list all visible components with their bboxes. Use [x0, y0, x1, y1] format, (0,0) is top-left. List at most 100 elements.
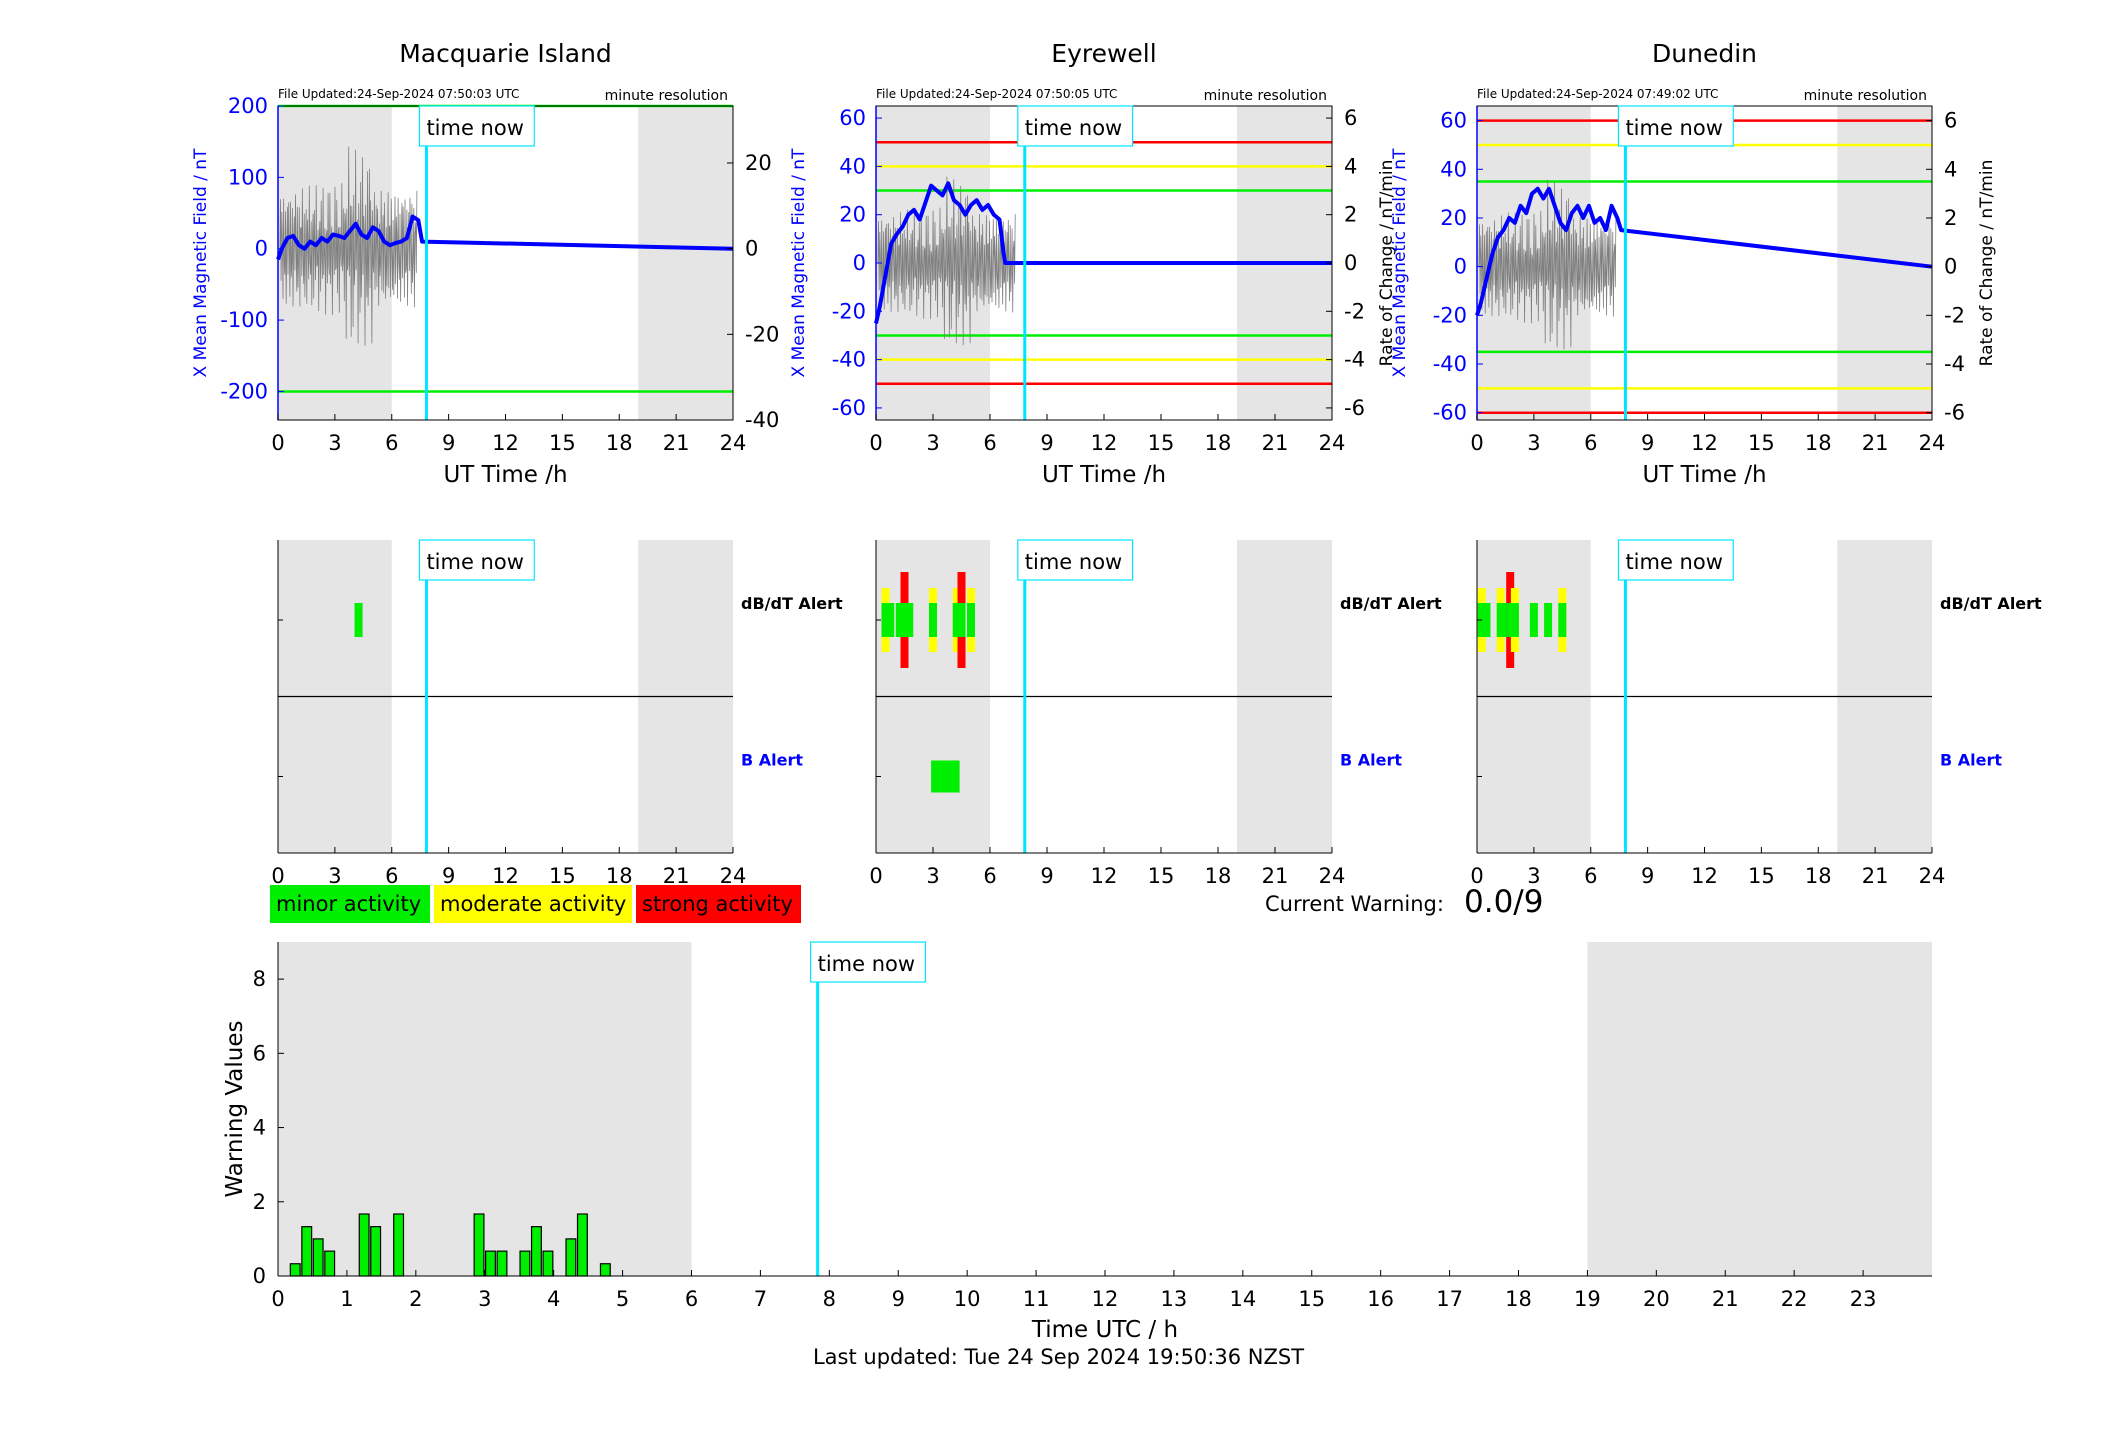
- y2-tick-label: -6: [1944, 401, 1965, 425]
- y-tick-label: 0: [255, 237, 268, 261]
- time-now-label: time now: [1025, 116, 1122, 140]
- y2-tick-label: 0: [1944, 255, 1957, 279]
- dbdt-alert-core: [1558, 603, 1567, 637]
- y2-tick-label: -2: [1344, 299, 1365, 323]
- y-tick-label: 6: [253, 1041, 266, 1065]
- x-tick-label: 15: [1298, 1287, 1325, 1311]
- b-alert-label: B Alert: [741, 751, 803, 770]
- x-tick-label: 6: [385, 864, 398, 888]
- y2-tick-label: -6: [1344, 396, 1365, 420]
- warning-bar: [484, 1250, 496, 1277]
- x-tick-label: 12: [1092, 1287, 1119, 1311]
- x-axis-label: UT Time /h: [443, 462, 567, 488]
- time-now-label: time now: [1025, 550, 1122, 574]
- x-tick-label: 20: [1643, 1287, 1670, 1311]
- y2-tick-label: 2: [1944, 206, 1957, 230]
- dbdt-alert-core: [895, 603, 904, 637]
- warning-bar: [370, 1226, 382, 1277]
- y2-tick-label: 0: [1344, 251, 1357, 275]
- field-chart-3: 0 3 6 9 12 15 18 21 24-60-40-200204060-6-4-20246…: [1390, 39, 1997, 488]
- x-tick-label: 21: [1712, 1287, 1739, 1311]
- dbdt-alert-core: [1482, 603, 1491, 637]
- dbdt-alert-core: [1544, 603, 1553, 637]
- y2-axis-label: Rate of Change / nT/min: [1377, 160, 1397, 367]
- x-tick-label: 16: [1367, 1287, 1394, 1311]
- x-tick-label: 24: [720, 431, 747, 455]
- time-now-label: time now: [818, 952, 915, 976]
- chart-title: Dunedin: [1652, 39, 1757, 68]
- x-tick-label: 9: [442, 864, 455, 888]
- x-tick-label: 15: [1148, 431, 1175, 455]
- file-updated-label: File Updated:24-Sep-2024 07:50:05 UTC: [876, 87, 1117, 101]
- current-warning-value: 0.0/9: [1464, 884, 1544, 920]
- warning-bar: [530, 1226, 542, 1277]
- legend-strong: strong activity: [636, 885, 801, 923]
- warning-bar: [358, 1213, 370, 1277]
- x-tick-label: 12: [1091, 431, 1118, 455]
- y-axis-label: X Mean Magnetic Field / nT: [191, 148, 211, 378]
- x-tick-label: 9: [1641, 431, 1654, 455]
- x-tick-label: 0: [271, 864, 284, 888]
- x-tick-label: 5: [616, 1287, 629, 1311]
- y-tick-label: 20: [1440, 206, 1467, 230]
- time-now-box: [810, 941, 927, 983]
- y-tick-label: 40: [839, 154, 866, 178]
- y-tick-label: -60: [1433, 401, 1467, 425]
- legend-moderate: moderate activity: [434, 885, 632, 923]
- y-tick-label: 4: [253, 1116, 266, 1140]
- dbdt-alert-label: dB/dT Alert: [1340, 594, 1442, 613]
- y2-tick-label: 6: [1944, 109, 1957, 133]
- x-tick-label: 19: [1574, 1287, 1601, 1311]
- warning-bar: [542, 1250, 554, 1277]
- time-now-label: time now: [426, 550, 523, 574]
- dbdt-alert-core: [354, 603, 363, 637]
- alert-panel-3: 0 3 6 9 12 15 18 21 24 dB/dT Alert B Alert: [1470, 540, 2042, 888]
- x-tick-label: 3: [926, 864, 939, 888]
- y2-tick-label: 20: [745, 151, 772, 175]
- night-shading: [1587, 942, 1932, 1276]
- x-tick-label: 17: [1436, 1287, 1463, 1311]
- x-tick-label: 12: [492, 431, 519, 455]
- x-tick-label: 13: [1161, 1287, 1188, 1311]
- y-tick-label: 20: [839, 203, 866, 227]
- time-now-label: time now: [1625, 116, 1722, 140]
- warning-bar: [496, 1250, 508, 1277]
- x-tick-label: 6: [385, 431, 398, 455]
- x-tick-label: 0: [869, 864, 882, 888]
- y-axis-label: X Mean Magnetic Field / nT: [1390, 148, 1410, 378]
- x-tick-label: 9: [1641, 864, 1654, 888]
- chart-title: Macquarie Island: [399, 39, 612, 68]
- field-series-line: [874, 181, 1332, 324]
- y-tick-label: 2: [253, 1190, 266, 1214]
- x-tick-label: 18: [606, 431, 633, 455]
- x-tick-label: 24: [1919, 864, 1946, 888]
- warning-bar: [565, 1238, 577, 1277]
- y-tick-label: 8: [253, 967, 266, 991]
- chart-title: Eyrewell: [1051, 39, 1156, 68]
- current-warning-label: Current Warning:: [1265, 892, 1444, 916]
- x-tick-label: 6: [1584, 431, 1597, 455]
- alert-panel-1: 0 3 6 9 12 15 18 21 24 dB/dT Alert B Alert: [271, 540, 843, 888]
- dbdt-alert-core: [1529, 603, 1538, 637]
- x-tick-label: 15: [1148, 864, 1175, 888]
- warning-chart: 0 1 2 3 4 5 6 7 8 9 10 11 12 13 14 15 16 17 18 19 20 21 22 2302…: [222, 942, 1932, 1343]
- resolution-label: minute resolution: [1804, 88, 1927, 104]
- b-alert-label: B Alert: [1340, 751, 1402, 770]
- x-tick-label: 3: [328, 431, 341, 455]
- x-tick-label: 15: [1748, 431, 1775, 455]
- dbdt-alert-label: dB/dT Alert: [1940, 594, 2042, 613]
- x-tick-label: 24: [1919, 431, 1946, 455]
- resolution-label: minute resolution: [605, 88, 728, 104]
- x-tick-label: 12: [1691, 864, 1718, 888]
- time-now-box: [1617, 539, 1734, 581]
- y-tick-label: -20: [1433, 303, 1467, 327]
- y2-tick-label: 4: [1344, 154, 1357, 178]
- x-tick-label: 2: [409, 1287, 422, 1311]
- x-tick-label: 9: [892, 1287, 905, 1311]
- x-axis-label: UT Time /h: [1642, 462, 1766, 488]
- warning-bar: [599, 1263, 611, 1277]
- y2-tick-label: 6: [1344, 106, 1357, 130]
- resolution-label: minute resolution: [1204, 88, 1327, 104]
- x-tick-label: 24: [720, 864, 747, 888]
